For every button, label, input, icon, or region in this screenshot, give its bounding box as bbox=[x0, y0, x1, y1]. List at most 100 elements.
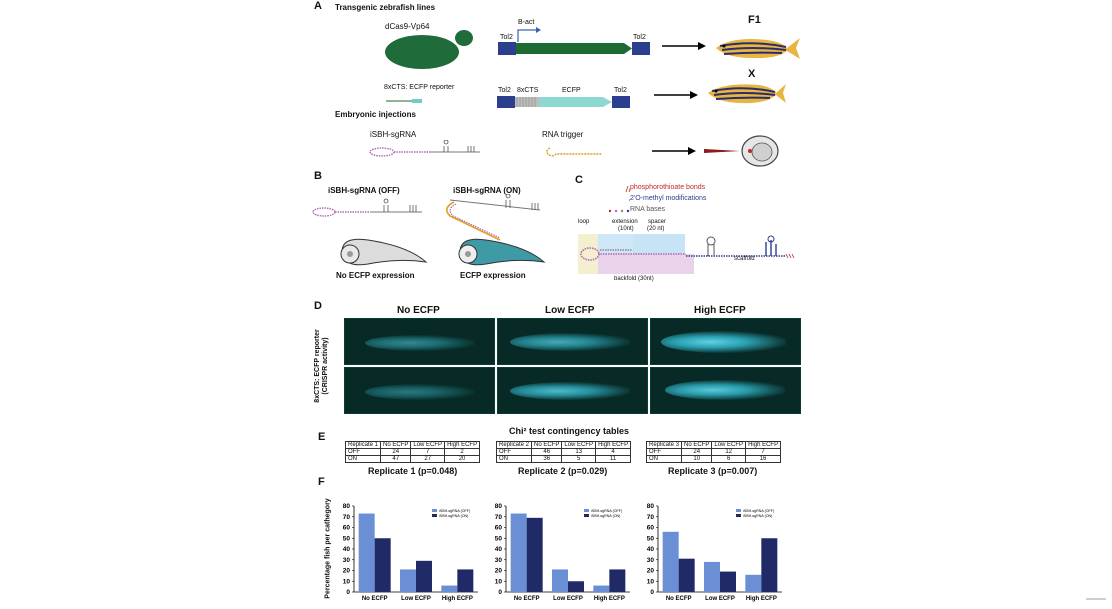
reporter-mini-construct bbox=[386, 99, 422, 103]
legend-swatch bbox=[432, 514, 437, 517]
bar bbox=[609, 569, 626, 592]
construct2-diagram bbox=[497, 96, 630, 108]
y-tick-label: 80 bbox=[647, 503, 655, 510]
bar bbox=[568, 581, 584, 592]
contingency-table-3: Replicate 3 No ECFP Low ECFP High ECFP OFF 2… bbox=[645, 441, 782, 463]
contingency-table-2: Replicate 2 No ECFP Low ECFP High ECFP OFF 4… bbox=[495, 441, 632, 463]
replicate-2-caption: Replicate 2 (p=0.029) bbox=[518, 466, 608, 476]
on-title: iSBH-sgRNA (ON) bbox=[453, 186, 521, 195]
x-tick-label: No ECFP bbox=[514, 596, 540, 602]
panel-e-title: Chi² test contingency tables bbox=[509, 426, 630, 436]
legend-swatch bbox=[736, 514, 741, 517]
x-tick-label: Low ECFP bbox=[401, 596, 431, 602]
corner-mark bbox=[1086, 598, 1106, 600]
col-no-ecfp: No ECFP bbox=[397, 305, 440, 316]
legend-label: iSBH-sgRNA (ON) bbox=[591, 514, 620, 518]
y-tick-label: 10 bbox=[343, 578, 351, 585]
legend-label: iSBH-sgRNA (OFF) bbox=[439, 509, 470, 513]
bar bbox=[358, 513, 375, 592]
bar bbox=[720, 571, 736, 592]
bar bbox=[457, 569, 474, 592]
panel-d-ylabel-2: (CRISPR activity) bbox=[322, 337, 329, 395]
replicate-3-caption: Replicate 3 (p=0.007) bbox=[668, 466, 758, 476]
replicate-1-caption: Replicate 1 (p=0.048) bbox=[368, 466, 458, 476]
y-tick-label: 50 bbox=[495, 535, 503, 542]
embryo-injection bbox=[704, 135, 779, 167]
on-caption: ECFP expression bbox=[460, 271, 526, 280]
y-tick-label: 40 bbox=[343, 546, 351, 553]
trigger-label: RNA trigger bbox=[542, 130, 584, 139]
legend-label: iSBH-sgRNA (ON) bbox=[439, 514, 468, 518]
bar bbox=[526, 517, 543, 592]
dcas-protein-shape bbox=[385, 30, 473, 69]
panel-f-ylabel: Percentage fish per cathegory bbox=[324, 498, 332, 599]
y-tick-label: 60 bbox=[343, 525, 351, 532]
bar bbox=[745, 574, 762, 592]
y-tick-label: 70 bbox=[495, 514, 503, 521]
x-tick-label: Low ECFP bbox=[553, 596, 583, 602]
off-structure bbox=[312, 198, 422, 217]
micrograph-no-ecfp-1 bbox=[344, 318, 495, 365]
x-tick-label: High ECFP bbox=[442, 596, 473, 602]
scaffold-label: scaffold bbox=[734, 256, 755, 262]
dcas-gene: dCas9-Vp64 bbox=[548, 35, 587, 42]
table-row: ON 47 27 20 bbox=[344, 455, 481, 463]
f1-label: F1 bbox=[748, 14, 761, 26]
y-tick-label: 20 bbox=[495, 568, 503, 575]
panel-c-legend-markers bbox=[608, 185, 630, 213]
off-title: iSBH-sgRNA (OFF) bbox=[328, 186, 400, 195]
section-injections-title: Embryonic injections bbox=[335, 110, 416, 119]
bar bbox=[552, 569, 568, 592]
arrow-3 bbox=[652, 147, 696, 155]
legend-swatch bbox=[432, 509, 437, 512]
table-row: OFF 24 7 2 bbox=[344, 448, 481, 456]
y-tick-label: 70 bbox=[647, 514, 655, 521]
sgrna-schematic bbox=[578, 234, 795, 274]
table-header-row: Replicate 2 No ECFP Low ECFP High ECFP bbox=[495, 441, 632, 449]
legend-swatch bbox=[584, 514, 589, 517]
y-tick-label: 20 bbox=[647, 568, 655, 575]
y-tick-label: 30 bbox=[495, 557, 503, 564]
legend-rna-bases: RNA bases bbox=[630, 206, 666, 213]
y-tick-label: 60 bbox=[647, 525, 655, 532]
bar bbox=[510, 513, 527, 592]
section-transgenic-title: Transgenic zebrafish lines bbox=[335, 3, 436, 12]
arrow-1 bbox=[662, 42, 706, 50]
arrow-2 bbox=[654, 91, 698, 99]
tol2-left-2: Tol2 bbox=[498, 87, 511, 94]
x-tick-label: High ECFP bbox=[594, 596, 625, 602]
rna-trigger-diagram bbox=[546, 147, 602, 157]
panel-e-label: E bbox=[318, 431, 326, 443]
table-row: OFF 46 13 4 bbox=[495, 448, 632, 456]
x-tick-label: No ECFP bbox=[362, 596, 388, 602]
panel-d-label: D bbox=[314, 300, 322, 312]
y-tick-label: 0 bbox=[650, 589, 654, 596]
bar bbox=[761, 538, 778, 592]
ecfp-label: ECFP bbox=[562, 87, 581, 94]
micrograph-high-ecfp-1 bbox=[650, 318, 801, 365]
larva-on bbox=[458, 238, 546, 266]
panel-f-label: F bbox=[318, 476, 325, 488]
reporter-label: 8xCTS: ECFP reporter bbox=[384, 84, 455, 91]
micrograph-low-ecfp-2 bbox=[497, 367, 648, 414]
y-tick-label: 40 bbox=[647, 546, 655, 553]
table-row: ON 36 5 11 bbox=[495, 455, 632, 463]
legend-swatch bbox=[736, 509, 741, 512]
cts-label: 8xCTS bbox=[517, 87, 539, 94]
bar-chart-replicate-1: 0 10 20 30 40 50 60 70 80 No ECFP Low ECFP High ECF… bbox=[343, 503, 478, 602]
bar bbox=[441, 585, 458, 592]
table-header-row: Replicate 1 No ECFP Low ECFP High ECFP bbox=[344, 441, 481, 449]
table-header-row: Replicate 3 No ECFP Low ECFP High ECFP bbox=[645, 441, 782, 449]
y-tick-label: 50 bbox=[647, 535, 655, 542]
bar bbox=[374, 538, 391, 592]
x-tick-label: No ECFP bbox=[666, 596, 692, 602]
loop-label: loop bbox=[578, 219, 590, 225]
y-tick-label: 40 bbox=[495, 546, 503, 553]
y-tick-label: 10 bbox=[647, 578, 655, 585]
isbh-label: iSBH-sgRNA bbox=[370, 130, 417, 139]
cross-symbol: X bbox=[748, 68, 756, 80]
y-tick-label: 80 bbox=[343, 503, 351, 510]
panel-d-ylabel: 8xCTS: ECFP reporter (CRISPR activity) bbox=[314, 326, 330, 406]
zebrafish-2 bbox=[708, 84, 786, 104]
panel-a-label: A bbox=[314, 0, 322, 12]
